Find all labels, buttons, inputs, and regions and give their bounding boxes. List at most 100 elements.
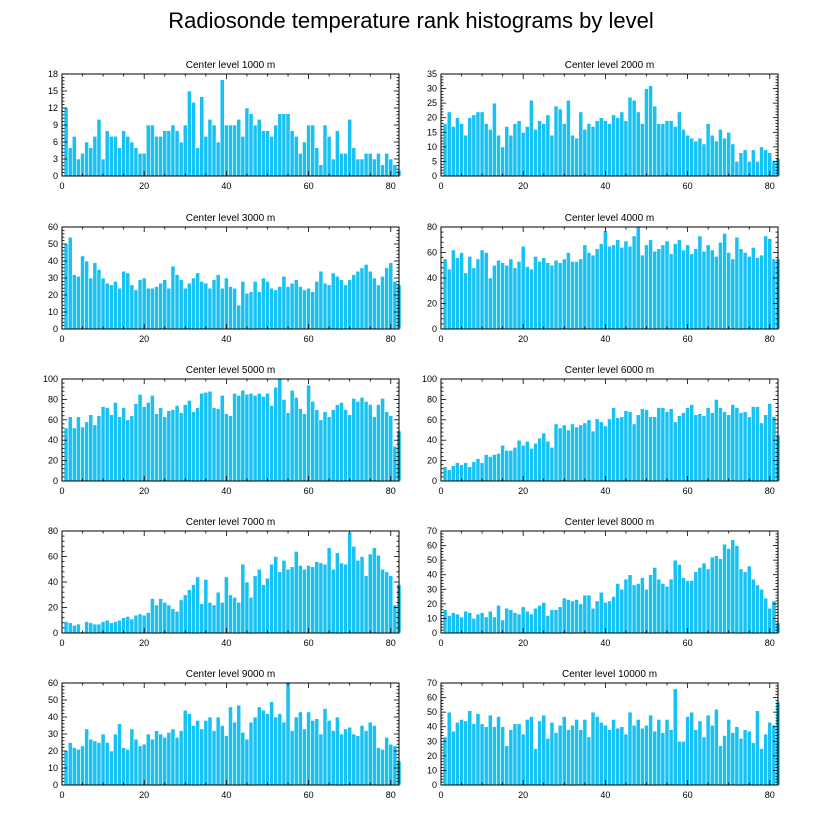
x-tick-label: 60	[683, 486, 693, 496]
y-tick-label: 5	[432, 156, 437, 166]
x-tick-label: 60	[304, 638, 314, 648]
histogram-bar	[170, 608, 176, 634]
y-tick-label: 70	[427, 678, 437, 688]
histogram-bar	[640, 577, 645, 634]
histogram-bar	[755, 710, 760, 786]
histogram-bar	[697, 720, 703, 786]
histogram-bar	[322, 124, 328, 177]
histogram-bar	[289, 566, 295, 634]
histogram-bar	[158, 733, 163, 786]
y-tick-label: 0	[432, 780, 437, 790]
histogram-bar	[623, 120, 629, 177]
histogram-bar	[108, 414, 114, 482]
histogram-bar	[125, 748, 131, 786]
histogram-bar	[582, 244, 588, 330]
histogram-bar	[343, 728, 348, 786]
y-tick-label: 10	[427, 613, 437, 623]
histogram-bar	[557, 606, 563, 634]
histogram-bar	[182, 124, 188, 177]
histogram-bar	[334, 275, 340, 330]
histogram-bar	[582, 129, 588, 177]
histogram-bar	[150, 287, 155, 330]
histogram-bar	[154, 604, 159, 634]
histogram-bar	[516, 723, 522, 786]
x-tick-label: 80	[386, 181, 396, 191]
histogram-bar	[71, 427, 77, 482]
x-tick-label: 40	[600, 638, 610, 648]
histogram-bar	[232, 287, 237, 330]
histogram-bar	[553, 423, 559, 482]
histogram-bar	[496, 605, 501, 634]
histogram-bar	[207, 119, 213, 177]
histogram-bar	[738, 248, 744, 330]
histogram-bar	[244, 738, 250, 786]
histogram-bar	[640, 123, 645, 177]
histogram-bar	[590, 254, 596, 330]
histogram-bar	[598, 117, 604, 177]
histogram-bar	[80, 426, 85, 482]
y-tick-label: 40	[48, 435, 58, 445]
histogram-bar	[195, 147, 200, 177]
histogram-bar	[586, 123, 592, 177]
histogram-bar	[627, 97, 633, 177]
histogram-bar	[566, 599, 571, 634]
histogram-bar	[681, 129, 686, 177]
histogram-bar	[133, 738, 139, 786]
histogram-bar	[158, 598, 163, 634]
histogram-bar	[557, 427, 563, 482]
histogram-bar	[154, 730, 159, 786]
histogram-bar	[256, 392, 262, 482]
histogram-bar	[652, 730, 658, 786]
histogram-bar	[113, 281, 118, 330]
histogram-bar	[187, 713, 192, 786]
histogram-bar	[578, 258, 584, 330]
histogram-bar	[693, 571, 699, 634]
histogram-bar	[367, 153, 373, 177]
histogram-bar	[326, 136, 332, 177]
histogram-bar	[479, 612, 485, 634]
histogram-bar	[351, 274, 357, 330]
y-tick-label: 30	[48, 273, 58, 283]
histogram-bar	[76, 623, 81, 634]
histogram-bar	[187, 589, 192, 634]
x-tick-label: 40	[221, 334, 231, 344]
histogram-bar	[108, 750, 114, 786]
y-tick-label: 40	[48, 577, 58, 587]
histogram-bar	[635, 226, 641, 330]
histogram-bar	[726, 719, 732, 786]
histogram-bar	[80, 745, 85, 786]
x-tick-label: 20	[518, 638, 528, 648]
histogram-bar	[541, 257, 547, 330]
histogram-bar	[689, 711, 695, 786]
histogram-bar	[298, 153, 303, 177]
histogram-panel-1: Center level 1000 m 0 20 40 60 80 0 3 6 9 12 15 18	[48, 60, 402, 191]
histogram-bar	[145, 287, 151, 330]
histogram-bar	[648, 574, 653, 634]
histogram-bar	[496, 134, 501, 177]
histogram-bar	[524, 440, 530, 482]
histogram-bar	[334, 404, 340, 482]
histogram-panel-6: Center level 6000 m 0 20 40 60 80 0 20 40 60 80 100	[422, 365, 781, 496]
histogram-bar	[347, 531, 353, 634]
y-tick-label: 20	[427, 456, 437, 466]
histogram-bar	[619, 111, 625, 177]
histogram-bar	[677, 239, 682, 330]
panel-title: Center level 8000 m	[565, 517, 655, 528]
histogram-bar	[574, 599, 579, 634]
histogram-bar	[755, 584, 760, 634]
histogram-bar	[516, 613, 522, 634]
histogram-bar	[722, 411, 727, 482]
histogram-bar	[677, 415, 682, 482]
y-tick-label: 20	[427, 299, 437, 309]
x-tick-label: 80	[386, 638, 396, 648]
histogram-bar	[277, 571, 283, 634]
histogram-panel-4: Center level 4000 m 0 20 40 60 80 0 20 40 60 80	[427, 213, 781, 344]
histogram-bar	[455, 613, 460, 634]
histogram-bar	[269, 701, 274, 786]
histogram-bar	[84, 728, 90, 786]
histogram-bar	[162, 416, 168, 482]
histogram-bar	[339, 402, 344, 482]
histogram-bar	[306, 124, 311, 177]
histogram-bar	[730, 143, 736, 177]
histogram-bar	[244, 107, 250, 177]
